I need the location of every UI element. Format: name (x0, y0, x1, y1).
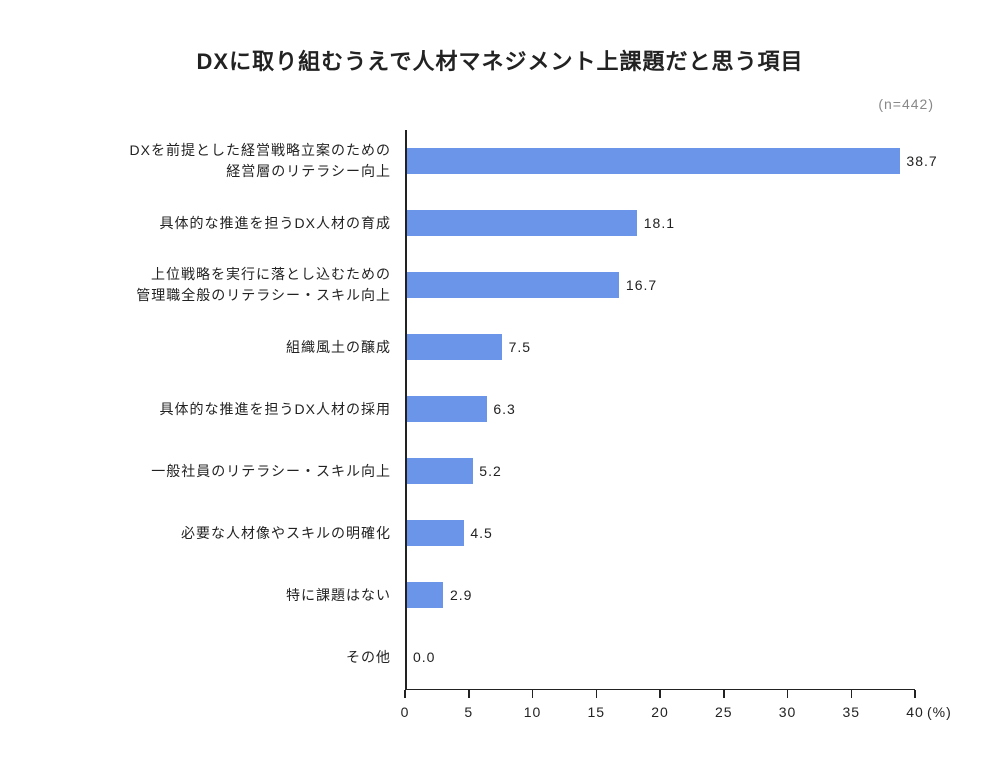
bar (407, 458, 473, 484)
x-tick-label: 15 (587, 704, 605, 720)
x-tick-label: 10 (524, 704, 542, 720)
x-tick (596, 690, 598, 698)
value-label: 2.9 (450, 587, 472, 603)
category-label: その他 (1, 647, 391, 668)
x-tick (659, 690, 661, 698)
bar (407, 520, 464, 546)
x-tick-label: 40 (906, 704, 924, 720)
x-tick-label: 20 (651, 704, 669, 720)
x-axis-unit: (%) (927, 704, 952, 720)
x-tick (404, 690, 406, 698)
x-tick-label: 30 (779, 704, 797, 720)
chart-title: DXに取り組むうえで人材マネジメント上課題だと思う項目 (0, 44, 1000, 76)
category-label: 具体的な推進を担うDX人材の育成 (1, 213, 391, 234)
value-label: 18.1 (644, 215, 675, 231)
value-label: 0.0 (413, 649, 435, 665)
x-tick (787, 690, 789, 698)
x-tick (532, 690, 534, 698)
category-label: DXを前提とした経営戦略立案のための 経営層のリテラシー向上 (1, 140, 391, 182)
x-tick-label: 0 (401, 704, 410, 720)
category-label: 組織風土の醸成 (1, 337, 391, 358)
category-label: 上位戦略を実行に落とし込むための 管理職全般のリテラシー・スキル向上 (1, 264, 391, 306)
x-tick-label: 5 (464, 704, 473, 720)
chart-subtitle: (n=442) (878, 96, 934, 112)
bar (407, 396, 487, 422)
x-tick-label: 35 (842, 704, 860, 720)
bar (407, 148, 900, 174)
value-label: 4.5 (470, 525, 492, 541)
category-label: 必要な人材像やスキルの明確化 (1, 523, 391, 544)
chart-container: DXに取り組むうえで人材マネジメント上課題だと思う項目 (n=442) 0510… (0, 0, 1000, 778)
bar (407, 210, 638, 236)
value-label: 5.2 (479, 463, 501, 479)
category-label: 特に課題はない (1, 585, 391, 606)
value-label: 16.7 (626, 277, 657, 293)
bar (407, 334, 503, 360)
bar (407, 272, 620, 298)
category-label: 具体的な推進を担うDX人材の採用 (1, 399, 391, 420)
value-label: 38.7 (906, 153, 937, 169)
x-tick (914, 690, 916, 698)
category-label: 一般社員のリテラシー・スキル向上 (1, 461, 391, 482)
x-tick (468, 690, 470, 698)
x-tick-label: 25 (715, 704, 733, 720)
plot-area: 0510152025303540(%)DXを前提とした経営戦略立案のための 経営… (405, 130, 915, 690)
bar (407, 582, 444, 608)
value-label: 6.3 (493, 401, 515, 417)
x-tick (851, 690, 853, 698)
x-tick (723, 690, 725, 698)
value-label: 7.5 (509, 339, 531, 355)
